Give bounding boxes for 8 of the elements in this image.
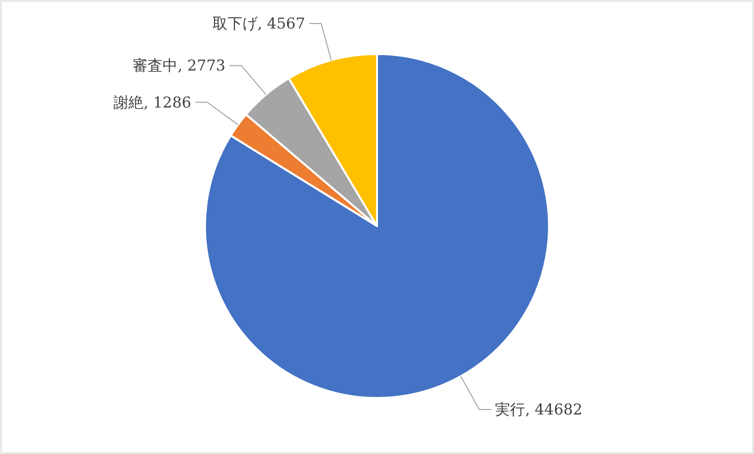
data-label: , 4567 [257,14,306,33]
data-label: , 44682 [525,400,582,418]
slice-label: 謝絶 [114,93,144,112]
slice-label: 実行 [495,400,526,418]
data-label: , 1286 [144,93,192,112]
slice-label: 審査中 [132,56,178,75]
data-label: , 2773 [178,56,226,75]
slice-label: 取下げ [212,14,258,33]
